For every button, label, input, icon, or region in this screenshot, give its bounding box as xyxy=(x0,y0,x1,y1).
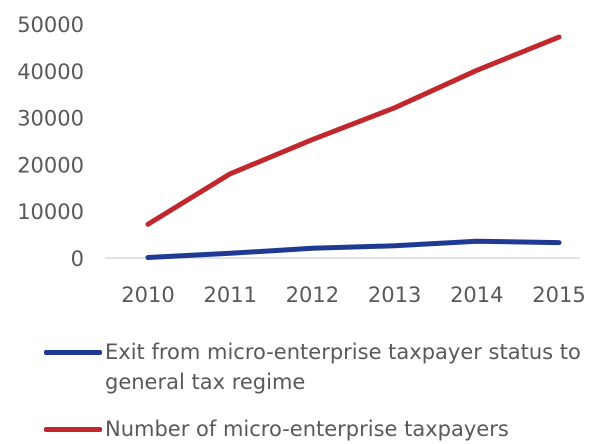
x-tick-label: 2015 xyxy=(532,283,585,307)
series-line-exit-status xyxy=(145,238,562,260)
legend-swatch-exit-status xyxy=(44,350,102,355)
legend-item-exit-status: Exit from micro-enterprise taxpayer stat… xyxy=(40,337,590,397)
x-axis-tick-labels: 2010 2011 2012 2013 2014 2015 xyxy=(121,283,585,307)
legend-label-number-taxpayers: Number of micro-enterprise taxpayers xyxy=(105,417,509,441)
y-tick-label: 0 xyxy=(71,247,84,271)
series-lines xyxy=(145,34,562,260)
y-tick-label: 10000 xyxy=(17,200,84,224)
x-tick-label: 2013 xyxy=(368,283,421,307)
y-axis-tick-labels: 0 10000 20000 30000 40000 50000 xyxy=(17,13,84,271)
legend-swatch-number-taxpayers xyxy=(44,427,102,432)
x-tick-label: 2014 xyxy=(450,283,503,307)
x-tick-label: 2011 xyxy=(203,283,256,307)
y-tick-label: 40000 xyxy=(17,60,84,84)
legend-label-exit-status: Exit from micro-enterprise taxpayer stat… xyxy=(105,340,581,394)
y-tick-label: 30000 xyxy=(17,107,84,131)
y-tick-label: 50000 xyxy=(17,13,84,37)
legend-item-number-taxpayers: Number of micro-enterprise taxpayers xyxy=(40,414,590,444)
series-line-number-taxpayers xyxy=(145,34,562,227)
y-tick-label: 20000 xyxy=(17,153,84,177)
x-tick-label: 2012 xyxy=(286,283,339,307)
legend: Exit from micro-enterprise taxpayer stat… xyxy=(40,337,590,444)
x-tick-label: 2010 xyxy=(121,283,174,307)
